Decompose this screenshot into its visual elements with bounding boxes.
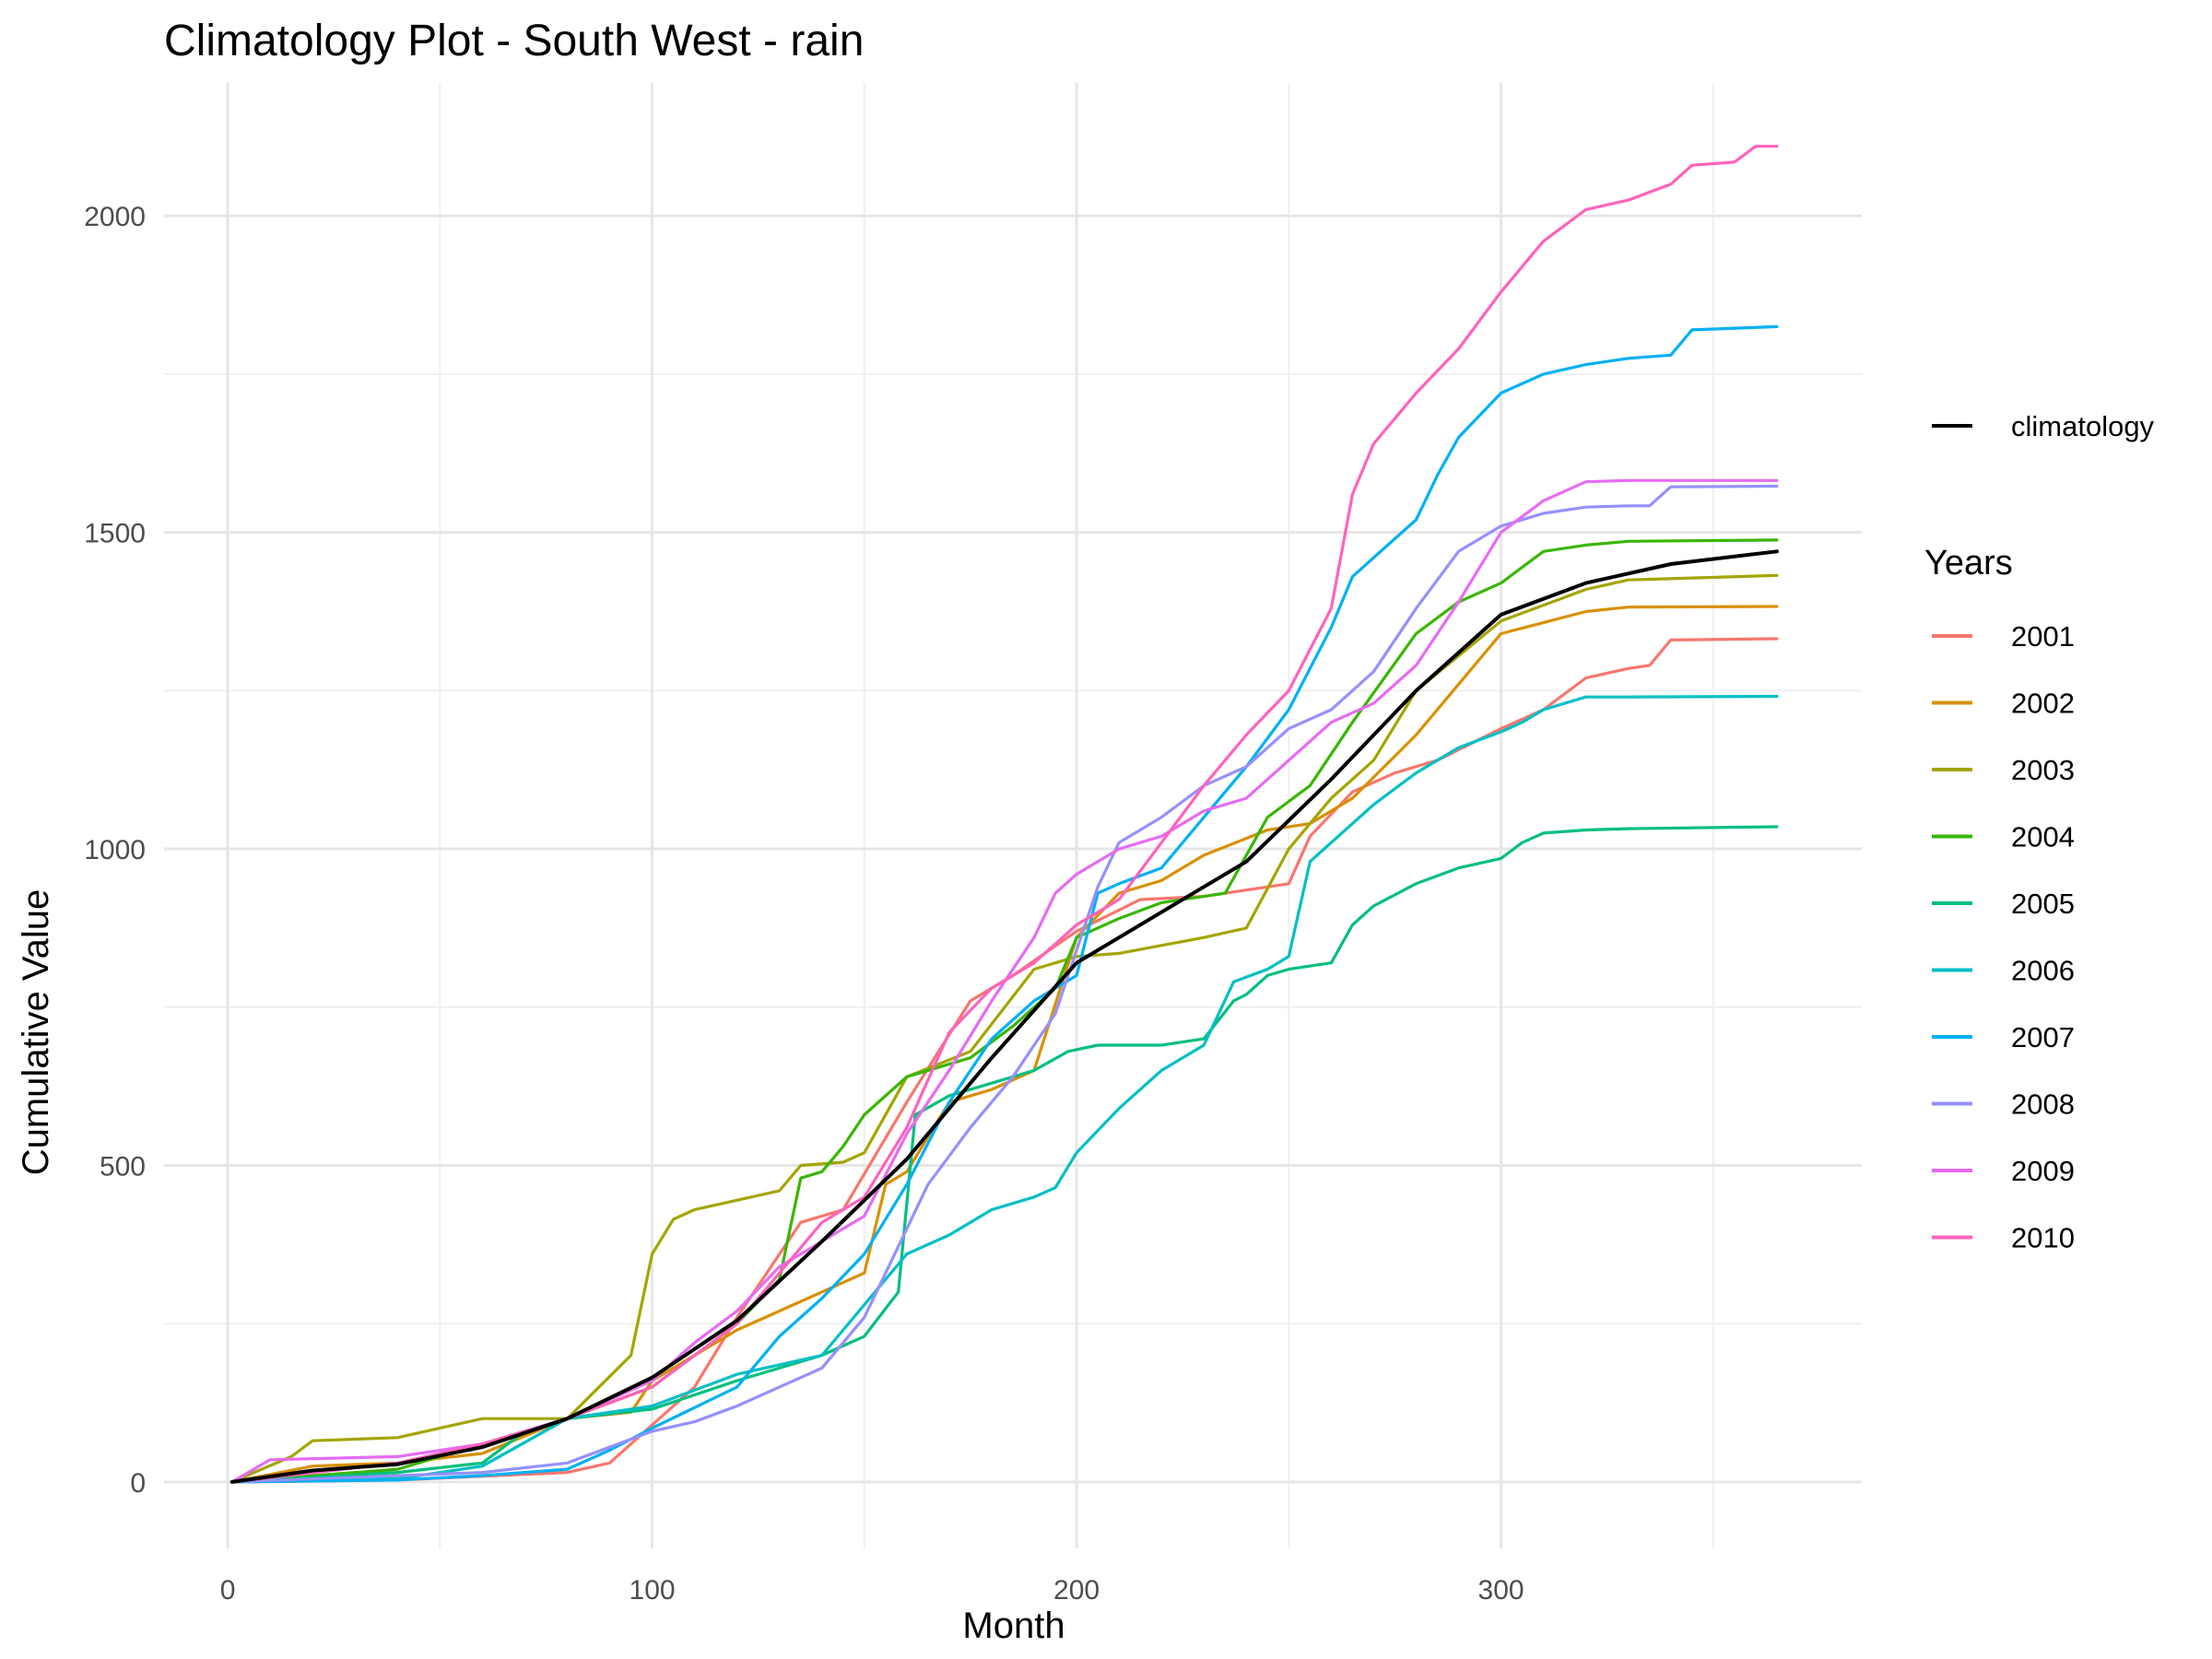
y-tick-label: 1000 — [84, 835, 146, 865]
series-line-2001 — [230, 637, 1779, 1484]
series-line-2007 — [230, 324, 1779, 1484]
y-tick-label: 2000 — [84, 202, 146, 232]
legend-label-2006: 2006 — [2011, 955, 2075, 987]
x-tick-label: 200 — [1053, 1575, 1100, 1606]
series-line-2005 — [230, 825, 1779, 1484]
series-line-2008 — [230, 484, 1779, 1484]
legend-label-2008: 2008 — [2011, 1088, 2075, 1121]
y-axis-title: Cumulative Value — [16, 889, 56, 1176]
x-tick-label: 100 — [629, 1575, 676, 1606]
legend-label-2007: 2007 — [2011, 1021, 2075, 1053]
y-tick-label: 0 — [130, 1468, 146, 1499]
series-line-2009 — [230, 478, 1779, 1484]
legend: climatology Years 2001200220032004200520… — [1924, 410, 2155, 1254]
y-tick-label: 1500 — [84, 519, 146, 549]
legend-label-2002: 2002 — [2011, 688, 2075, 720]
legend-label-2009: 2009 — [2011, 1155, 2075, 1187]
series-line-climatology — [229, 549, 1779, 1484]
series-line-2004 — [230, 538, 1779, 1484]
legend-label-2003: 2003 — [2011, 754, 2075, 786]
series-lines — [229, 145, 1779, 1484]
y-tick-label: 500 — [100, 1151, 146, 1182]
series-line-2010 — [230, 145, 1779, 1484]
legend-items: 2001 2002 2003 2004 2005 2006 2007 2008 2009 2010 — [1932, 620, 2075, 1254]
legend-title: Years — [1924, 544, 2013, 582]
axis-ticks: 0 100 200 300 0 500 1000 1500 2000 — [84, 202, 1524, 1606]
legend-label-2010: 2010 — [2011, 1222, 2075, 1254]
x-tick-label: 0 — [220, 1575, 236, 1606]
series-line-2006 — [230, 694, 1779, 1484]
legend-label-climatology: climatology — [2011, 410, 2155, 442]
legend-label-2001: 2001 — [2011, 620, 2075, 653]
legend-label-2005: 2005 — [2011, 888, 2075, 920]
chart-title: Climatology Plot - South West - rain — [164, 17, 864, 65]
legend-label-2004: 2004 — [2011, 821, 2075, 853]
x-axis-title: Month — [962, 1606, 1065, 1646]
grid-lines — [164, 83, 1862, 1548]
x-tick-label: 300 — [1478, 1575, 1524, 1606]
